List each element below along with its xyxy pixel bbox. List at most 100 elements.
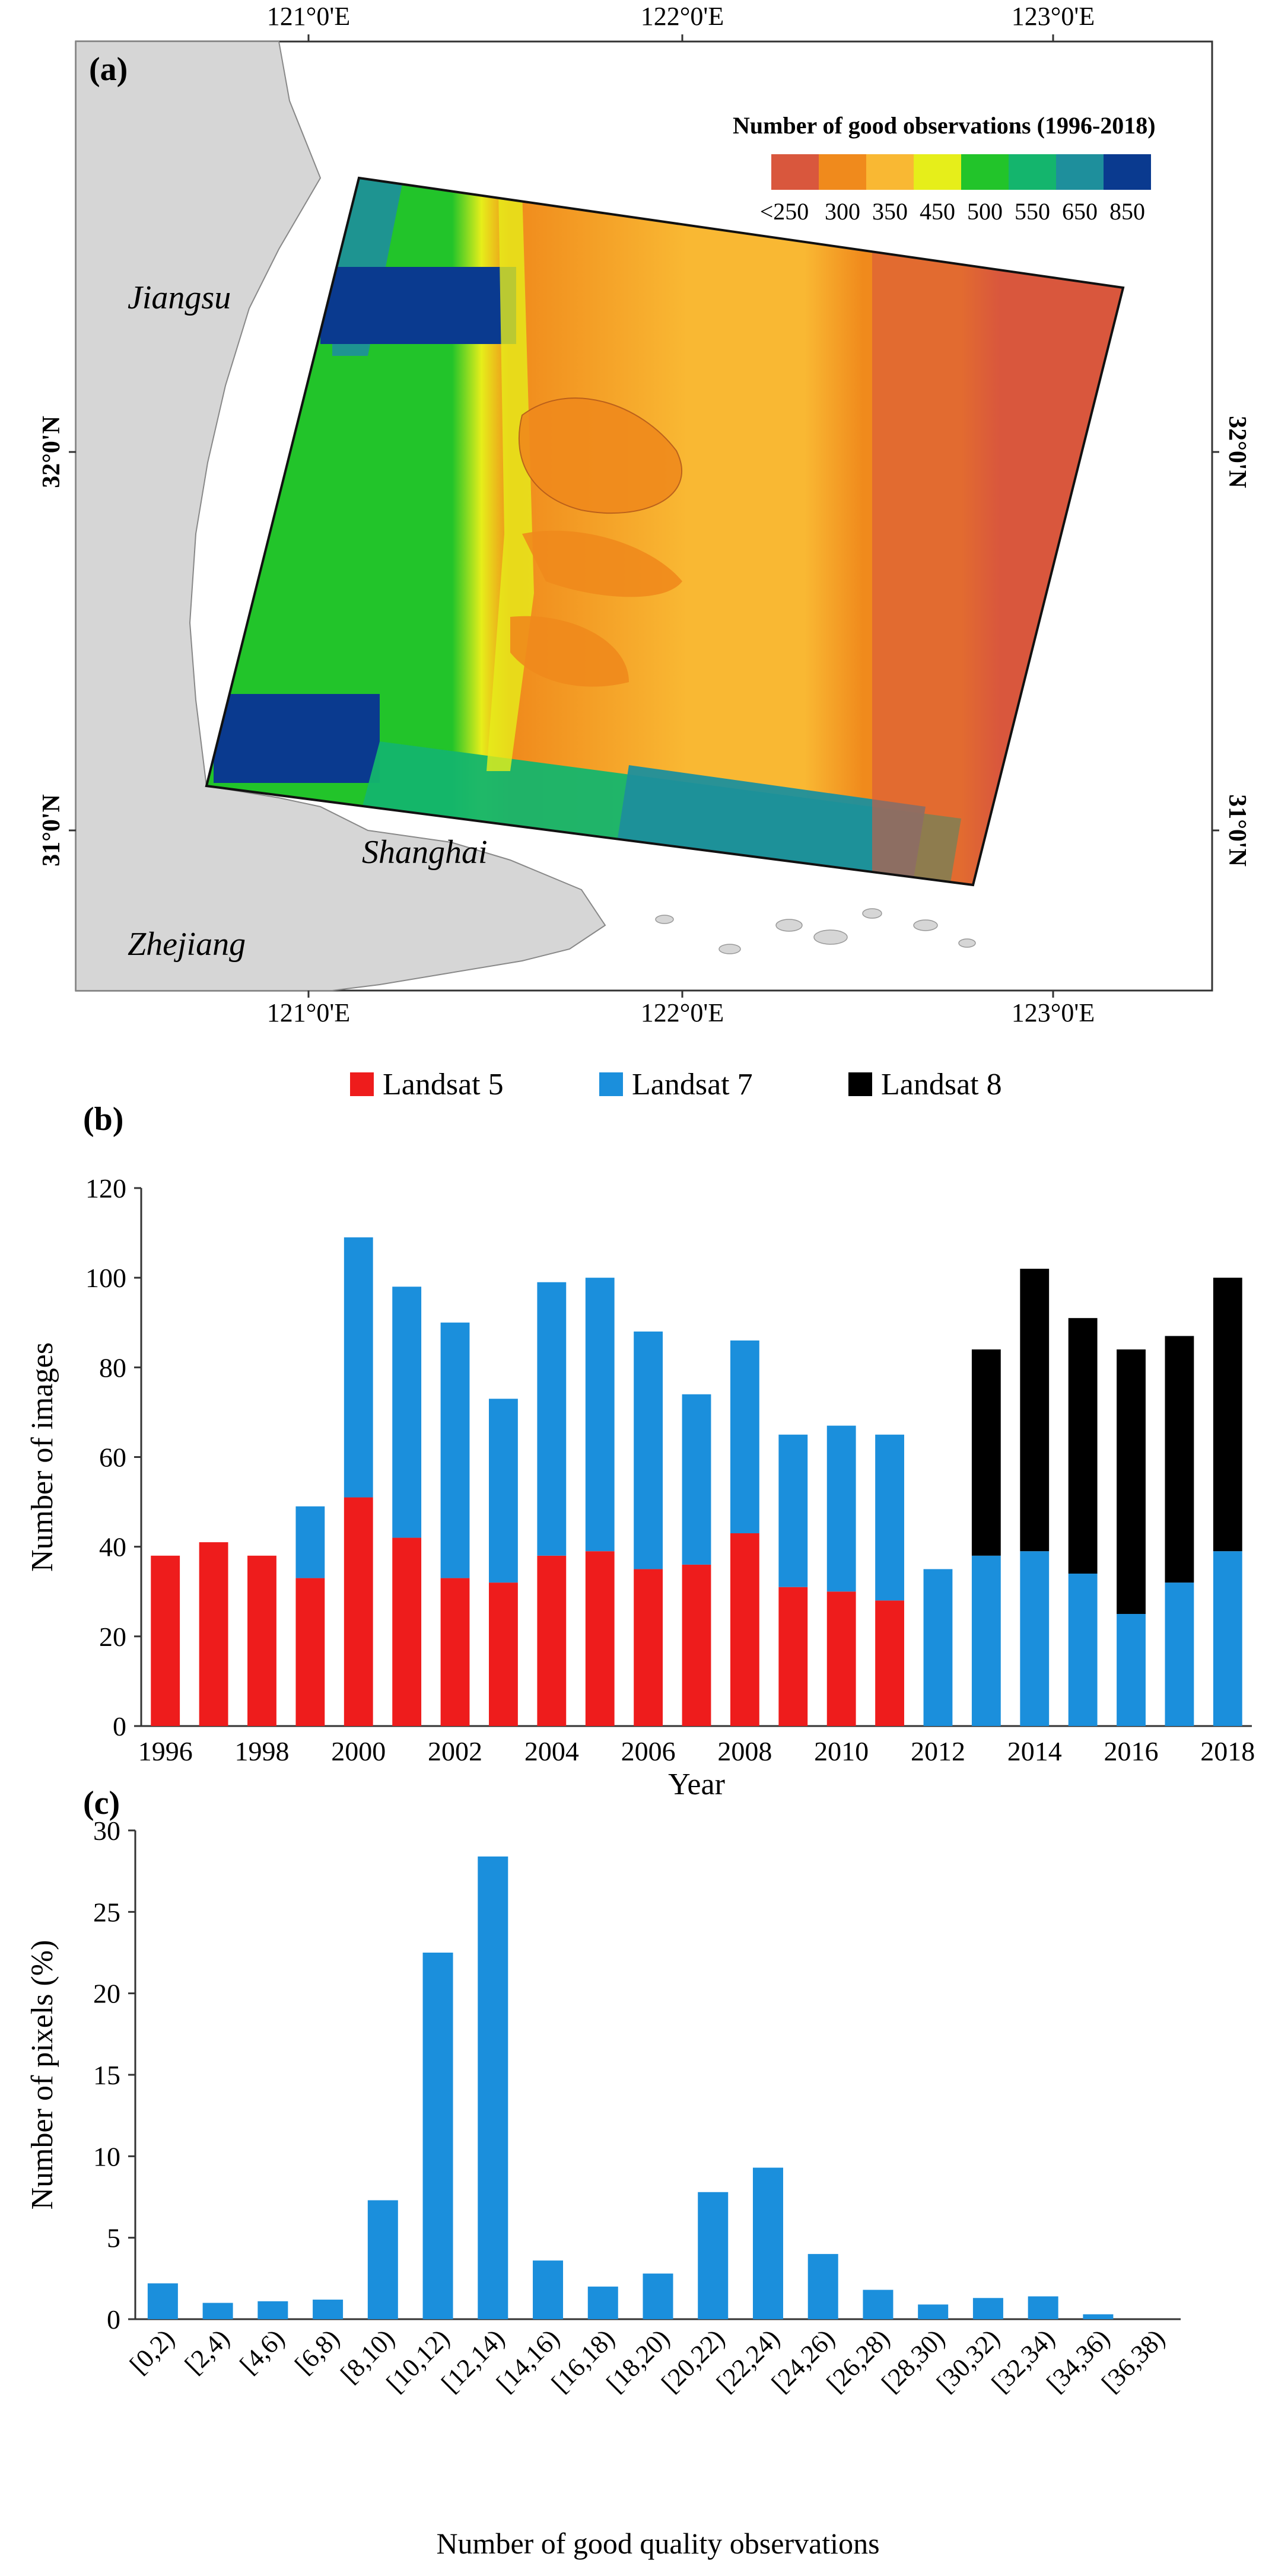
y-tick-label-c: 15 <box>93 2060 120 2090</box>
bar-c <box>972 2298 1003 2319</box>
legend-swatches <box>771 154 1151 190</box>
x-tick-label-c: [4,6) <box>234 2323 290 2379</box>
x-tick-label-c: [10,12) <box>381 2323 455 2397</box>
x-tick-label-b: 2002 <box>428 1736 482 1766</box>
left-latitude-labels: 32°0'N 31°0'N <box>38 416 65 867</box>
map-panel: 121°0'E 122°0'E 123°0'E 121°0'E 122°0'E … <box>38 2 1251 1027</box>
legend-label: 300 <box>825 198 860 225</box>
bar-b <box>634 1569 663 1726</box>
x-tick-label-c: [0,2) <box>124 2323 180 2379</box>
y-axis-title-b: Number of images <box>26 1342 59 1572</box>
right-tick-label: 32°0'N <box>1223 416 1251 488</box>
bar-b <box>585 1278 615 1552</box>
bar-b <box>971 1349 1001 1556</box>
legend-label: 850 <box>1109 198 1145 225</box>
legend-label-b: Landsat 8 <box>881 1068 1002 1101</box>
bar-b <box>344 1497 373 1726</box>
region-jiangsu: Jiangsu <box>128 279 231 316</box>
x-axis-title-b: Year <box>668 1768 725 1801</box>
mainland-shape <box>75 41 606 991</box>
x-tick-label-c: [28,30) <box>876 2323 950 2397</box>
bar-c <box>533 2260 564 2319</box>
y-tick-label-b: 120 <box>85 1173 126 1203</box>
bar-c <box>643 2273 673 2319</box>
right-tick-label: 31°0'N <box>1223 794 1251 867</box>
legend-label-b: Landsat 5 <box>383 1068 504 1101</box>
bottom-longitude-labels: 121°0'E 122°0'E 123°0'E <box>267 998 1095 1027</box>
y-tick-label-b: 20 <box>99 1622 126 1652</box>
bar-b <box>730 1533 759 1726</box>
bar-b <box>826 1425 856 1592</box>
bar-b <box>1165 1582 1194 1726</box>
legend-swatch <box>1104 154 1151 190</box>
legend-label: <250 <box>760 198 809 225</box>
bar-b <box>730 1340 759 1533</box>
x-tick-label-b: 2016 <box>1104 1736 1159 1766</box>
bar-b <box>1117 1349 1146 1615</box>
bar-b <box>295 1578 325 1726</box>
x-tick-label-b: 2008 <box>717 1736 772 1766</box>
panel-b-label: (b) <box>83 1101 123 1138</box>
bar-b <box>392 1287 422 1538</box>
bar-b <box>344 1237 373 1498</box>
bar-b <box>537 1282 567 1556</box>
bar-b <box>682 1564 711 1726</box>
x-tick-label-c: [16,18) <box>546 2323 620 2397</box>
top-tick-label: 121°0'E <box>267 2 350 31</box>
y-tick-label-c: 0 <box>107 2304 120 2335</box>
map-ticks <box>69 34 1219 998</box>
legend-label: 450 <box>920 198 955 225</box>
bottom-tick-label: 122°0'E <box>641 998 724 1027</box>
x-tick-label-c: [2,4) <box>179 2323 235 2379</box>
islands <box>655 908 976 954</box>
legend-label: 500 <box>967 198 1003 225</box>
panel-b-chart: (b) Landsat 5 Landsat 7 Landsat 8 0 20 40 60 80 1… <box>26 1068 1255 1801</box>
x-tick-label-b: 2010 <box>814 1736 869 1766</box>
bar-c <box>587 2287 618 2319</box>
bar-c <box>807 2254 838 2319</box>
x-tick-label-b: 2012 <box>911 1736 965 1766</box>
bar-b <box>1165 1336 1194 1583</box>
x-tick-label-c: [32,34) <box>986 2323 1060 2397</box>
bottom-tick-label: 121°0'E <box>267 998 350 1027</box>
x-tick-label-c: [12,14) <box>435 2323 510 2397</box>
bar-b <box>392 1537 422 1726</box>
bar-b <box>295 1506 325 1578</box>
legend-swatch <box>961 154 1009 190</box>
y-tick-label-b: 60 <box>99 1443 126 1473</box>
legend-swatch <box>819 154 866 190</box>
legend-label: 550 <box>1015 198 1050 225</box>
bar-b <box>1117 1614 1146 1726</box>
bar-c <box>752 2167 783 2319</box>
x-tick-label-b: 2006 <box>621 1736 676 1766</box>
legend-swatch-b <box>599 1072 623 1096</box>
bar-b <box>1213 1278 1242 1552</box>
y-tick-label-c: 5 <box>107 2223 120 2253</box>
bar-b <box>778 1434 808 1587</box>
x-tick-label-c: [6,8) <box>289 2323 345 2379</box>
x-tick-label-c: [20,22) <box>656 2323 730 2397</box>
bar-b <box>1020 1551 1050 1726</box>
x-tick-label-c: [24,26) <box>766 2323 840 2397</box>
bar-b <box>1020 1269 1050 1552</box>
bar-b <box>489 1582 518 1726</box>
legend-swatch-b <box>848 1072 872 1096</box>
legend-label-b: Landsat 7 <box>632 1068 753 1101</box>
legend-swatch <box>866 154 914 190</box>
x-tick-label-c: [14,16) <box>491 2323 565 2397</box>
bar-b <box>199 1542 228 1726</box>
bar-c <box>257 2301 288 2319</box>
bar-b <box>537 1555 567 1726</box>
bar-b <box>634 1331 663 1569</box>
bar-b <box>875 1434 904 1601</box>
x-tick-label-c: [22,24) <box>711 2323 785 2397</box>
y-axis-title-c: Number of pixels (%) <box>26 1940 59 2210</box>
x-tick-label-c: [34,36) <box>1041 2323 1115 2397</box>
region-shanghai: Shanghai <box>362 834 488 871</box>
bar-b <box>778 1587 808 1726</box>
top-tick-label: 122°0'E <box>641 2 724 31</box>
map-legend: Number of good observations (1996-2018) … <box>733 112 1156 225</box>
top-tick-label: 123°0'E <box>1012 2 1095 31</box>
x-axis-title-c: Number of good quality observations <box>436 2527 879 2560</box>
